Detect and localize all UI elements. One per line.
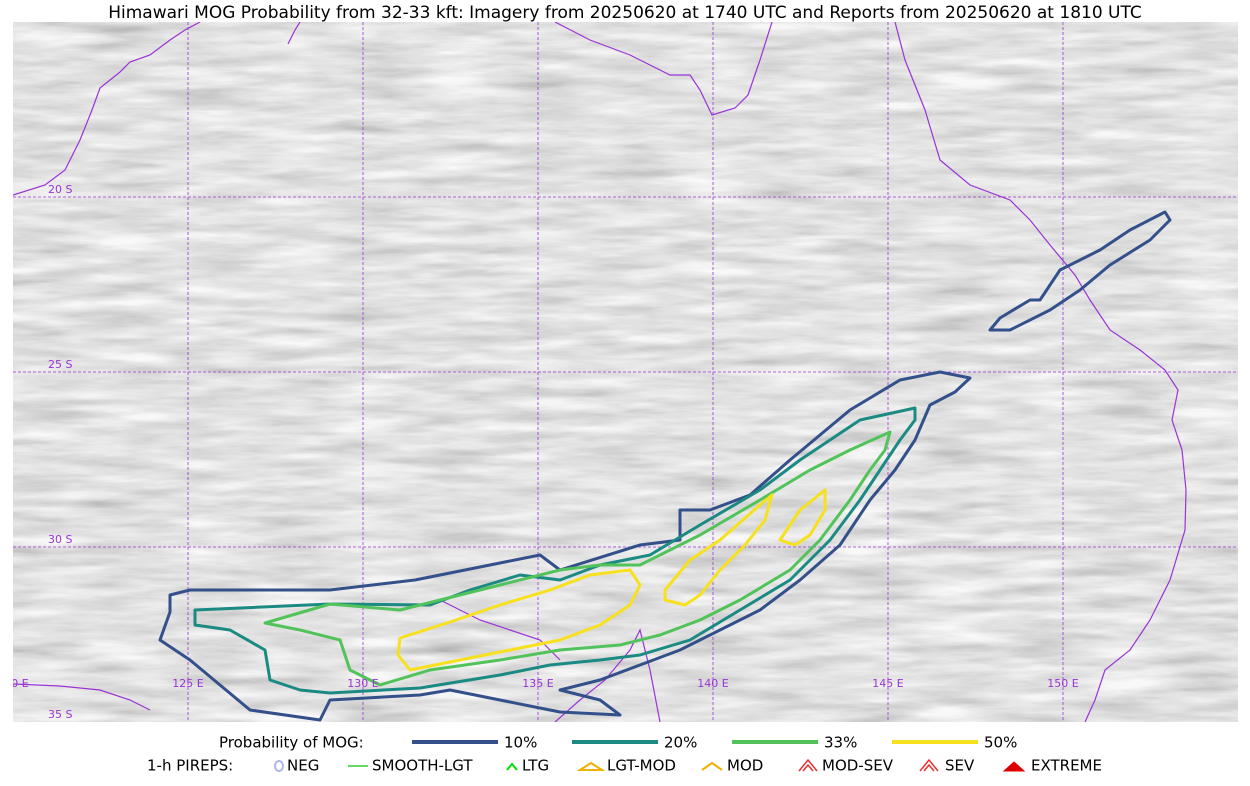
legend-label: SEV: [945, 757, 975, 775]
lat-label: 20 S: [48, 183, 72, 196]
lon-label: 150 E: [1047, 677, 1078, 690]
legend-label: 50%: [984, 734, 1017, 752]
lon-label: 125 E: [172, 677, 203, 690]
legend-label: EXTREME: [1031, 757, 1102, 775]
legend-title: Probability of MOG:: [219, 734, 364, 752]
lon-label: 140 E: [697, 677, 728, 690]
legend-label: NEG: [287, 757, 319, 775]
map: 20 S 25 S 30 S 35 S 120 E 125 E 130 E 13…: [0, 22, 1238, 722]
legend-label: LGT-MOD: [607, 757, 676, 775]
legend: Probability of MOG: 1-h PIREPS: 10% 20% 33…: [147, 734, 1102, 775]
coastlines: [13, 22, 1187, 722]
graticule: [13, 22, 1238, 722]
legend-label: 33%: [824, 734, 857, 752]
legend-label: MOD: [727, 757, 763, 775]
legend-label: SMOOTH-LGT: [372, 757, 473, 775]
legend-label: 10%: [504, 734, 537, 752]
map-title: Himawari MOG Probability from 32-33 kft:…: [108, 3, 1142, 23]
legend-label: 20%: [664, 734, 697, 752]
lat-label: 35 S: [48, 708, 72, 721]
contours: [158, 210, 1172, 722]
lat-label: 25 S: [48, 358, 72, 371]
legend-label: LTG: [522, 757, 549, 775]
lon-label: 135 E: [522, 677, 553, 690]
lon-label: 120 E: [0, 677, 29, 690]
legend-symbol: [798, 758, 818, 772]
legend-symbol: [274, 760, 284, 772]
lon-label: 130 E: [347, 677, 378, 690]
lon-label: 145 E: [872, 677, 903, 690]
legend-title: 1-h PIREPS:: [147, 757, 233, 775]
legend-symbol: [576, 761, 606, 771]
legend-symbol: [701, 761, 723, 771]
lat-label: 30 S: [48, 533, 72, 546]
legend-label: MOD-SEV: [822, 757, 894, 775]
legend-symbol: [506, 762, 518, 771]
legend-symbol: [1002, 761, 1026, 772]
legend-symbol: [919, 758, 939, 772]
